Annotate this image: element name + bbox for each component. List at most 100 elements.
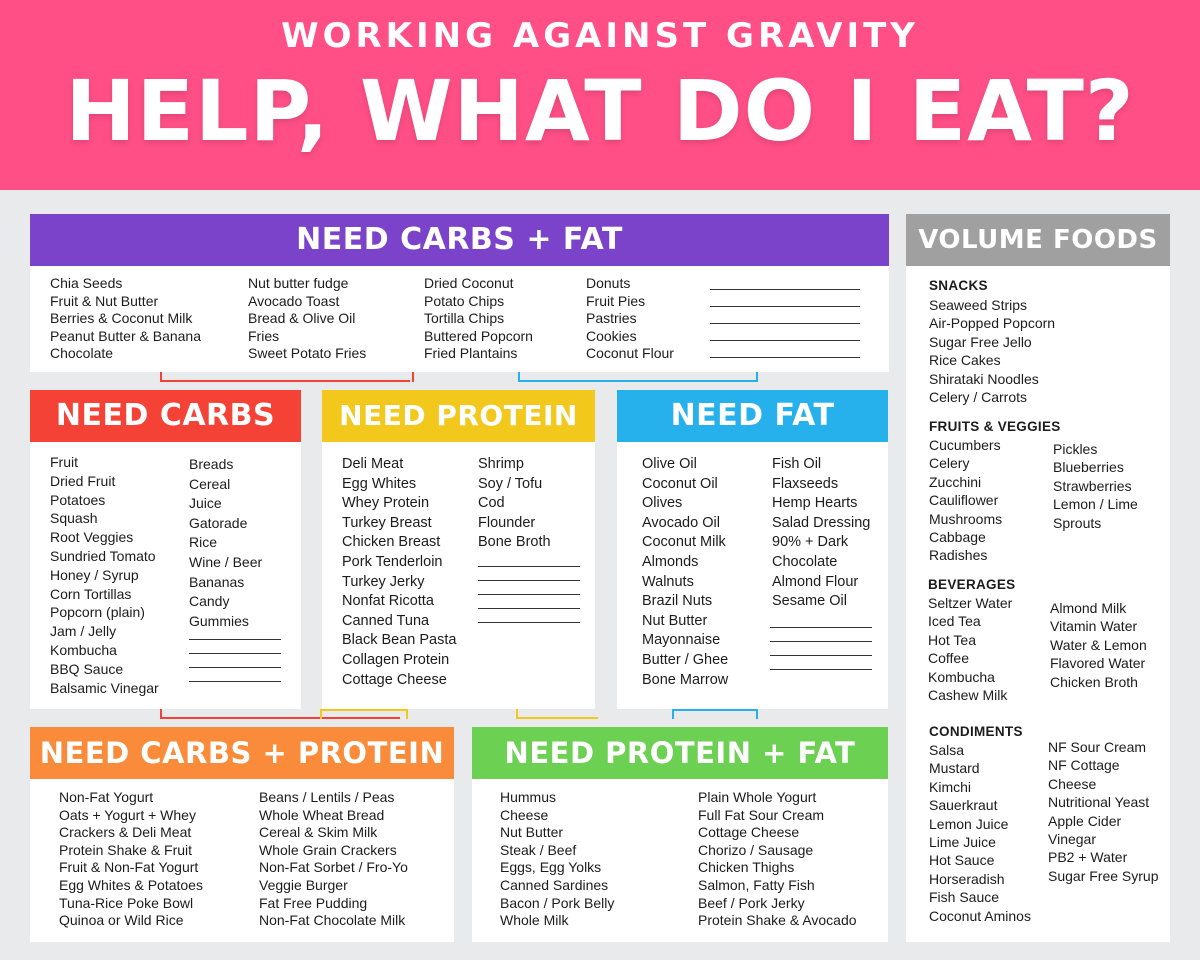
list-item: Brazil Nuts [642,593,713,610]
condiments-col2: NF Sour Cream NF Cottage Cheese Nutritio… [1048,738,1159,885]
list-item: Cucumbers [929,437,1001,453]
list-item: Celery [929,455,970,472]
list-item: NF Cottage [1048,757,1120,774]
list-item: Mayonnaise [642,632,721,649]
list-item: Bread & Olive Oil [248,310,356,327]
list-item: Peanut Butter & Banana [50,327,201,344]
list-item: Almond Flour [772,573,859,590]
connector-carbs-to-carbs-protein [160,709,400,719]
blank-line [710,340,860,341]
header: WORKING AGAINST GRAVITY HELP, WHAT DO I … [0,0,1200,190]
connector-carbs-fat-to-fat [518,372,758,382]
list-item: Buttered Popcorn [424,327,533,344]
blank-line [189,681,281,682]
beverages-col2: Almond Milk Vitamin Water Water & Lemon … [1050,599,1147,691]
list-item: Whole Grain Crackers [259,841,397,858]
carbs-fat-col2: Nut butter fudge Avocado Toast Bread & O… [248,275,366,363]
list-item: Fries [248,327,280,344]
list-item: Turkey Breast [342,514,432,531]
list-item: Fruit & Nut Butter [50,292,159,309]
list-item: Coffee [928,650,969,667]
list-item: 90% + Dark [772,534,849,551]
list-item: Lemon / Lime [1053,496,1138,513]
carbs-col1: Fruit Dried Fruit Potatoes Squash Root V… [50,453,159,697]
list-item: Pork Tenderloin [342,553,443,570]
list-item: Pickles [1053,441,1098,457]
list-item: Vinegar [1048,830,1097,847]
list-item: Radishes [929,547,988,564]
list-item: Salmon, Fatty Fish [698,876,815,893]
list-item: Plain Whole Yogurt [698,789,817,805]
list-item: Squash [50,510,98,527]
list-item: Non-Fat Sorbet / Fro-Yo [259,859,408,876]
list-item: Fruit Pies [586,292,646,309]
blank-line [478,580,580,581]
list-item: Black Bean Pasta [342,632,457,649]
fruits-veggies-col2: Pickles Blueberries Strawberries Lemon /… [1053,440,1138,532]
list-item: Bone Marrow [642,671,729,688]
condiments-col1: Salsa Mustard Kimchi Sauerkraut Lemon Ju… [929,741,1031,925]
list-item: Almond Milk [1050,600,1127,616]
snacks-heading: SNACKS [929,278,988,293]
list-item: Deli Meat [342,456,404,472]
carbs-fat-col1: Chia Seeds Fruit & Nut Butter Berries & … [50,275,201,363]
list-item: Honey / Syrup [50,566,139,583]
list-item: Cashew Milk [928,686,1008,703]
list-item: Non-Fat Chocolate Milk [259,912,406,929]
list-item: Coconut Oil [642,475,718,492]
blank-line [770,641,872,642]
blank-line [478,594,580,595]
list-item: Chicken Breast [342,534,441,551]
brand-eyebrow: WORKING AGAINST GRAVITY [281,16,919,56]
list-item: Bacon / Pork Belly [500,894,615,911]
list-item: Nut Butter [500,824,564,841]
list-item: Salad Dressing [772,514,871,531]
list-item: Whole Milk [500,912,569,929]
carbs-col2: Breads Cereal Juice Gatorade Rice Wine /… [189,455,262,631]
list-item: Iced Tea [928,613,981,630]
protein-banner: NEED PROTEIN [322,390,595,442]
carbs-fat-banner: NEED CARBS + FAT [30,214,889,266]
list-item: Rice Cakes [929,352,1001,369]
list-item: Breads [189,456,234,472]
list-item: Turkey Jerky [342,573,425,590]
list-item: Tortilla Chips [424,310,505,327]
list-item: Fish Oil [772,456,822,472]
fruits-veggies-heading: FRUITS & VEGGIES [929,419,1061,434]
blank-line [478,622,580,623]
list-item: Chocolate [772,553,838,570]
carbs-fat-col4: Donuts Fruit Pies Pastries Cookies Cocon… [586,275,674,363]
list-item: Steak / Beef [500,841,577,858]
list-item: Flounder [478,514,536,531]
connector-carbs-fat-to-carbs [160,372,414,382]
list-item: Kombucha [928,668,995,685]
list-item: Mustard [929,760,980,777]
blank-line [770,627,872,628]
protein-col2: Shrimp Soy / Tofu Cod Flounder Bone Brot… [478,455,551,553]
list-item: Sweet Potato Fries [248,345,367,362]
list-item: Seltzer Water [928,595,1013,611]
list-item: Tuna-Rice Poke Bowl [59,894,194,911]
list-item: Hummus [500,789,557,805]
list-item: Beans / Lentils / Peas [259,789,395,805]
list-item: Air-Popped Popcorn [929,315,1056,332]
list-item: Gatorade [189,514,248,531]
carbs-fat-col3: Dried Coconut Potato Chips Tortilla Chip… [424,275,533,363]
list-item: Apple Cider [1048,812,1122,829]
connector-protein-to-carbs-protein [320,709,408,719]
connector-carbs-fat-to-carbs-h [160,380,410,382]
connector-fat-to-protein-fat [672,709,758,719]
list-item: Cereal & Skim Milk [259,824,378,841]
page-title: HELP, WHAT DO I EAT? [65,62,1135,160]
list-item: Whey Protein [342,495,430,512]
list-item: Chia Seeds [50,275,123,291]
protein-fat-col2: Plain Whole Yogurt Full Fat Sour Cream C… [698,789,857,930]
list-item: Nut butter fudge [248,275,349,291]
list-item: Lemon Juice [929,815,1009,832]
list-item: Egg Whites [342,475,417,492]
list-item: Blueberries [1053,459,1124,476]
list-item: Cod [478,495,505,512]
list-item: Cheese [1048,775,1097,792]
list-item: Avocado Toast [248,292,340,309]
list-item: Wine / Beer [189,553,263,570]
